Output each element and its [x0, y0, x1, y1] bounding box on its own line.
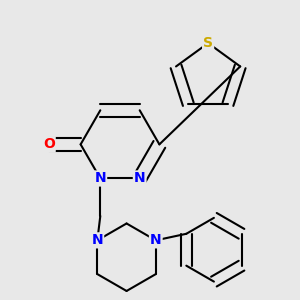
Text: S: S — [203, 36, 213, 50]
Text: N: N — [134, 172, 146, 185]
Text: N: N — [150, 233, 162, 247]
Text: N: N — [92, 233, 103, 247]
Text: O: O — [43, 137, 55, 152]
Text: N: N — [94, 172, 106, 185]
